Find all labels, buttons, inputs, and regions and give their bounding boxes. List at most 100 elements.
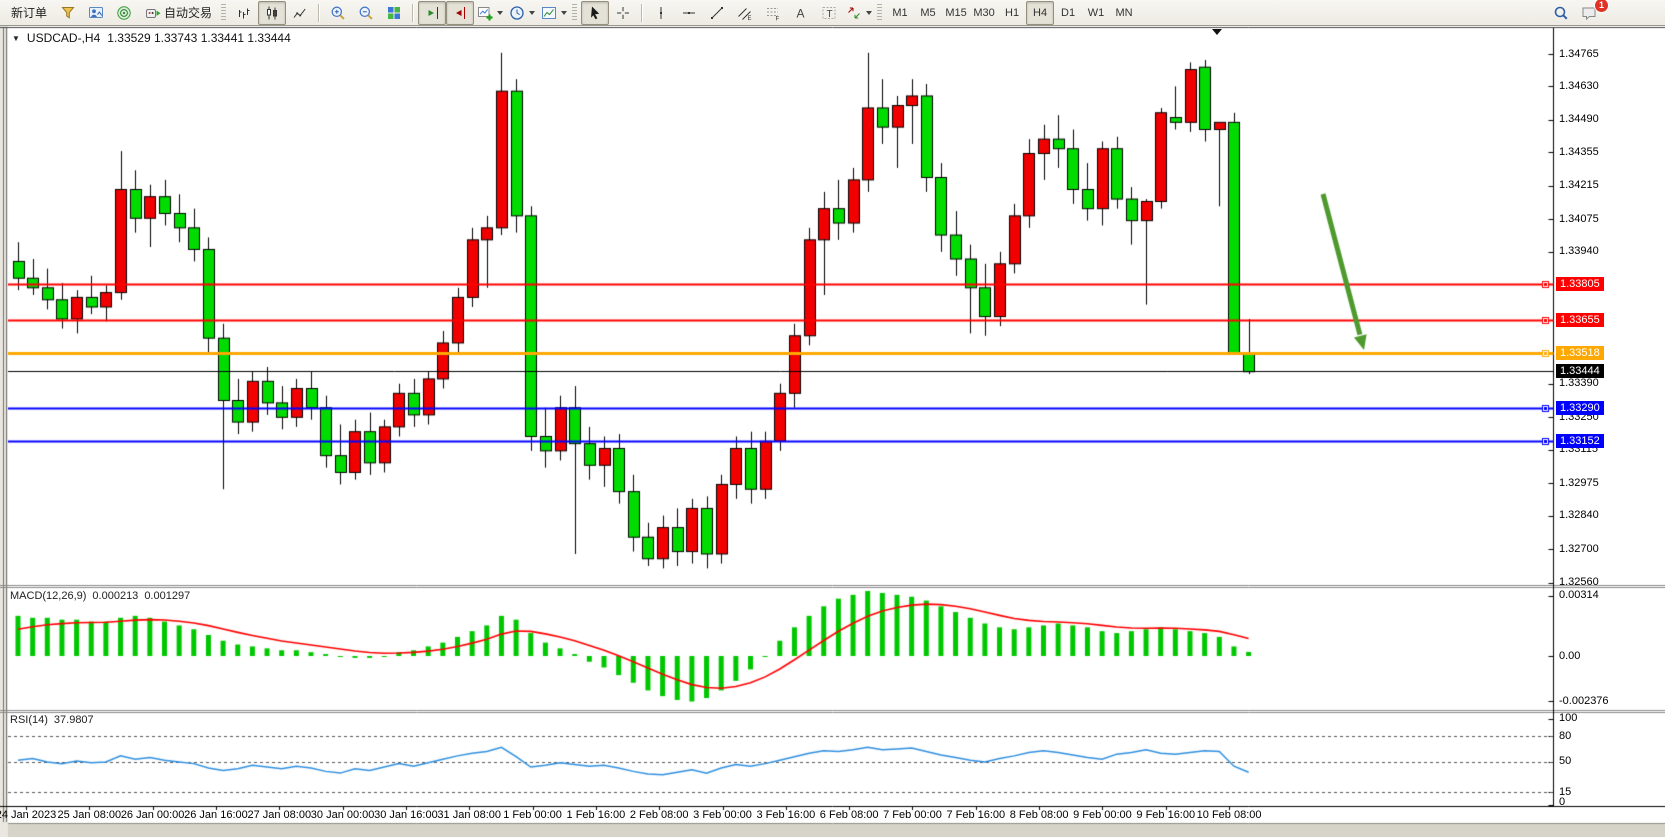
period-button-m5[interactable]: M5: [914, 1, 942, 25]
text-label-button[interactable]: T: [815, 1, 843, 25]
period-button-m5-label: M5: [920, 6, 936, 19]
caret-down-icon: [497, 10, 504, 15]
price-tick-label: 1.34355: [1559, 145, 1599, 158]
auto-trading-button[interactable]: 自动交易: [138, 1, 219, 25]
radar-icon-icon: [116, 5, 132, 21]
templates-button[interactable]: [538, 1, 570, 25]
time-axis-label: 24 Jan 2023: [0, 809, 57, 821]
zoom-in-icon: [330, 5, 346, 21]
radar-icon[interactable]: [110, 1, 138, 25]
templates-icon: [541, 5, 557, 21]
bar-chart-button[interactable]: [230, 1, 258, 25]
price-tick-label: 1.32700: [1559, 542, 1599, 555]
arrows-button[interactable]: [843, 1, 875, 25]
trendline-button[interactable]: [703, 1, 731, 25]
text-icon: A: [793, 5, 809, 21]
time-axis-label: 8 Feb 08:00: [1009, 809, 1069, 821]
bar-chart-icon: [236, 5, 252, 21]
horizontal-line-button[interactable]: [675, 1, 703, 25]
time-axis-label: 6 Feb 08:00: [819, 809, 879, 821]
fibonacci-button[interactable]: F: [759, 1, 787, 25]
line-chart-button[interactable]: [286, 1, 314, 25]
equidistant-channel-button[interactable]: E: [731, 1, 759, 25]
macd-name: MACD(12,26,9): [10, 590, 87, 602]
toolbar-grip[interactable]: [572, 3, 578, 22]
funnel-icon[interactable]: [54, 1, 82, 25]
price-tick-label: 1.34765: [1559, 47, 1599, 60]
zoom-out-button[interactable]: [352, 1, 380, 25]
period-button-h4[interactable]: H4: [1026, 0, 1055, 25]
chart-shift-button[interactable]: [446, 0, 475, 25]
dropdown-arrow-icon[interactable]: [1212, 29, 1222, 35]
period-button-m30-label: M30: [973, 6, 995, 19]
rsi-axis-label: 80: [1559, 729, 1572, 742]
crosshair-button[interactable]: [609, 1, 637, 25]
rsi-axis-label: 100: [1559, 712, 1578, 725]
level-price-badge: 1.33152: [1556, 433, 1604, 448]
period-button-m15-label: M15: [945, 6, 967, 19]
notification-badge[interactable]: 1: [1594, 0, 1609, 13]
funnel-icon-icon: [60, 5, 76, 21]
caret-down-icon: [529, 10, 536, 15]
period-button-h1[interactable]: H1: [998, 1, 1026, 25]
cursor-icon: [587, 5, 603, 21]
candlestick-chart-button[interactable]: [258, 0, 287, 25]
period-button-m1[interactable]: M1: [886, 1, 914, 25]
price-tick-label: 1.33390: [1559, 377, 1599, 390]
text-label-icon: T: [821, 5, 837, 21]
current-price-badge: 1.33444: [1556, 363, 1604, 378]
text-button[interactable]: A: [787, 1, 815, 25]
toolbar-separator: [641, 3, 644, 22]
auto-scroll-button[interactable]: [418, 0, 447, 25]
chart-shift-icon: [452, 5, 468, 21]
svg-text:A: A: [797, 6, 805, 20]
indicators-icon: [477, 5, 493, 21]
time-axis-label: 10 Feb 08:00: [1196, 809, 1262, 821]
chart-title-dropdown-icon[interactable]: ▼: [12, 33, 20, 43]
macd-label: MACD(12,26,9) 0.000213 0.001297: [10, 590, 190, 602]
toolbar-separator: [412, 3, 415, 22]
rsi-axis-label: 50: [1559, 755, 1572, 768]
price-tick-label: 1.34075: [1559, 212, 1599, 225]
macd-axis-label: -0.002376: [1559, 694, 1609, 707]
rsi-axis-label: 15: [1559, 785, 1572, 798]
search-button[interactable]: [1547, 1, 1575, 25]
rsi-name: RSI(14): [10, 714, 48, 726]
period-button-h4-label: H4: [1033, 6, 1048, 19]
time-axis-label: 9 Feb 16:00: [1136, 809, 1196, 821]
period-button-w1[interactable]: W1: [1082, 1, 1110, 25]
zoom-out-icon: [358, 5, 374, 21]
timeframes-button[interactable]: [506, 1, 538, 25]
period-button-d1[interactable]: D1: [1054, 1, 1082, 25]
toolbar-grip[interactable]: [221, 3, 227, 22]
tile-windows-button[interactable]: [380, 1, 408, 25]
cursor-button[interactable]: [581, 0, 610, 25]
level-price-badge: 1.33655: [1556, 313, 1604, 328]
time-axis-label: 26 Jan 00:00: [120, 809, 185, 821]
caret-down-icon: [561, 10, 568, 15]
svg-text:F: F: [776, 16, 780, 21]
rsi-label: RSI(14) 37.9807: [10, 714, 94, 726]
period-button-mn[interactable]: MN: [1110, 1, 1138, 25]
period-button-m15[interactable]: M15: [942, 1, 970, 25]
period-button-m1-label: M1: [892, 6, 908, 19]
svg-text:E: E: [748, 16, 752, 21]
time-axis-label: 9 Feb 00:00: [1073, 809, 1132, 821]
new-order-button[interactable]: 新订单: [4, 1, 54, 25]
chart-ohlc-values: 1.33529 1.33743 1.33441 1.33444: [107, 31, 291, 45]
period-button-w1-label: W1: [1087, 6, 1105, 19]
toolbar-grip[interactable]: [877, 3, 883, 22]
zoom-in-button[interactable]: [324, 1, 352, 25]
user-chart-icon[interactable]: [82, 1, 110, 25]
indicators-button[interactable]: [474, 1, 506, 25]
vertical-line-button[interactable]: [647, 1, 675, 25]
level-price-badge: 1.33518: [1556, 346, 1604, 361]
period-button-m30[interactable]: M30: [970, 1, 998, 25]
time-axis-label: 30 Jan 00:00: [310, 809, 375, 821]
chat-button[interactable]: 1: [1575, 0, 1609, 25]
time-axis-label: 1 Feb 16:00: [566, 809, 626, 821]
trendline-icon: [709, 5, 725, 21]
user-chart-icon-icon: [88, 5, 104, 21]
